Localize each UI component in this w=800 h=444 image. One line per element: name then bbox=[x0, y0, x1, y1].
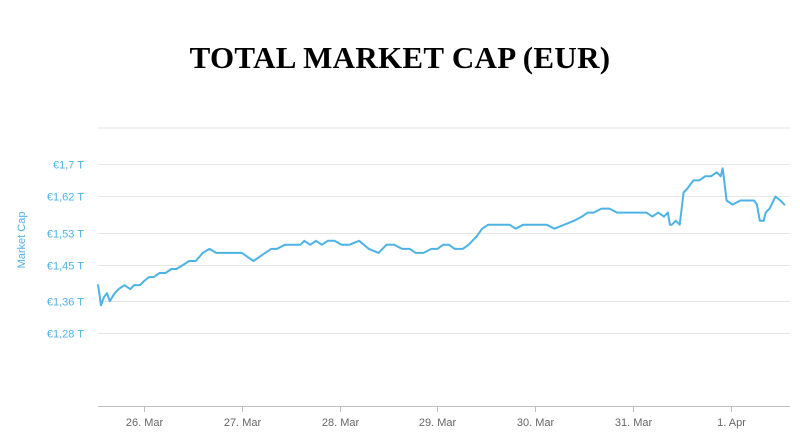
y-tick-label: €1,62 T bbox=[47, 192, 84, 204]
series-line bbox=[97, 167, 786, 307]
x-axis-ticks: 26. Mar 27. Mar 28. Mar 29. Mar 30. Mar 31. M… bbox=[126, 406, 746, 429]
chart-title: TOTAL MARKET CAP (EUR) bbox=[189, 40, 611, 75]
x-tick-label: 31. Mar bbox=[615, 417, 653, 429]
x-tick-label: 28. Mar bbox=[322, 417, 360, 429]
y-tick-label: €1,28 T bbox=[47, 329, 84, 341]
x-tick-label: 29. Mar bbox=[419, 417, 457, 429]
grid-lines bbox=[98, 127, 790, 334]
x-tick-label: 30. Mar bbox=[517, 417, 555, 429]
x-tick-label: 27. Mar bbox=[224, 417, 262, 429]
y-tick-label: €1,36 T bbox=[47, 297, 84, 309]
y-tick-label: €1,45 T bbox=[47, 261, 84, 273]
y-tick-label: €1,53 T bbox=[47, 229, 84, 241]
series-group bbox=[97, 167, 786, 307]
x-tick-label: 26. Mar bbox=[126, 417, 164, 429]
y-tick-label: €1,7 T bbox=[53, 160, 84, 172]
x-tick-label: 1. Apr bbox=[717, 417, 746, 429]
y-axis-ticks: €1,28 T €1,36 T €1,45 T €1,53 T €1,62 T €1,7 … bbox=[47, 160, 84, 341]
y-axis-label: Market Cap bbox=[16, 212, 28, 269]
